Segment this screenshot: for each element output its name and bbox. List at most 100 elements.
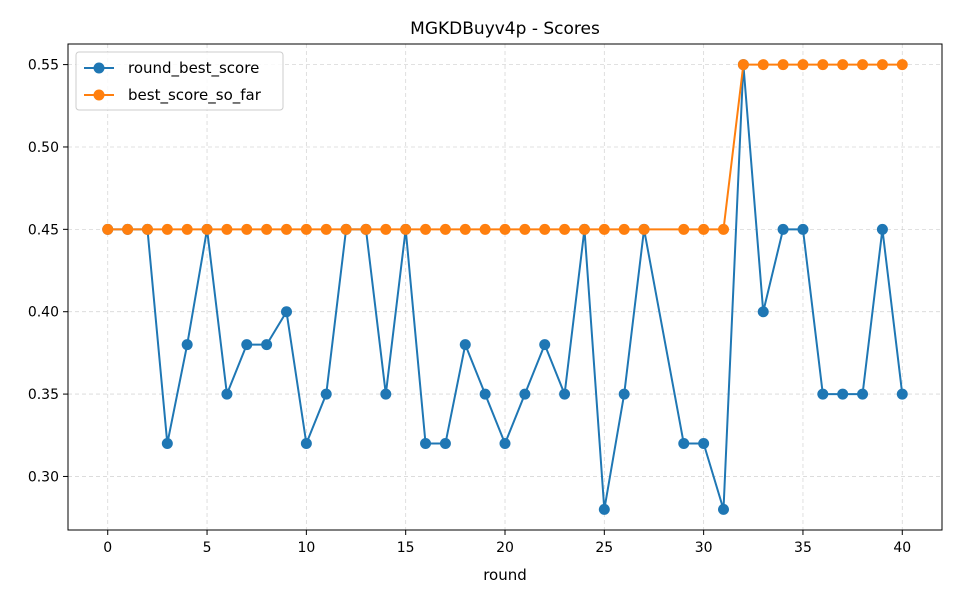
legend: round_best_score best_score_so_far bbox=[75, 51, 284, 111]
data-point bbox=[618, 388, 630, 400]
data-point bbox=[718, 223, 729, 235]
data-point bbox=[876, 223, 888, 235]
series-line bbox=[107, 63, 903, 231]
data-point bbox=[181, 339, 193, 351]
data-point bbox=[857, 59, 869, 71]
data-point bbox=[519, 388, 531, 400]
x-tick-label: 0 bbox=[103, 540, 112, 556]
data-point bbox=[261, 339, 273, 351]
series-best-score-so-far bbox=[102, 59, 908, 235]
data-point bbox=[499, 223, 511, 235]
data-point bbox=[678, 438, 690, 450]
y-tick-label: 0.45 bbox=[28, 222, 59, 238]
data-point bbox=[698, 438, 710, 450]
data-point bbox=[499, 438, 511, 450]
data-point bbox=[261, 223, 273, 235]
data-point bbox=[837, 59, 849, 71]
data-point bbox=[439, 223, 451, 235]
legend-entry: round_best_score bbox=[84, 59, 259, 78]
x-tick-label: 5 bbox=[203, 540, 212, 556]
x-tick-label: 10 bbox=[297, 540, 315, 556]
data-point bbox=[797, 223, 809, 235]
data-point bbox=[896, 388, 908, 400]
x-tick-label: 40 bbox=[893, 540, 911, 556]
data-point bbox=[420, 223, 432, 235]
data-point bbox=[300, 438, 312, 450]
data-point bbox=[380, 223, 392, 235]
data-point bbox=[559, 388, 571, 400]
data-point bbox=[757, 306, 769, 318]
data-point bbox=[459, 223, 471, 235]
legend-label: best_score_so_far bbox=[128, 86, 262, 105]
data-point bbox=[598, 223, 610, 235]
data-point bbox=[161, 438, 173, 450]
y-tick-label: 0.50 bbox=[28, 140, 59, 156]
data-point bbox=[320, 223, 332, 235]
data-point bbox=[896, 59, 908, 71]
data-point bbox=[638, 223, 650, 235]
data-point bbox=[479, 223, 491, 235]
data-point bbox=[221, 388, 233, 400]
data-point bbox=[161, 223, 173, 235]
data-point bbox=[102, 223, 114, 235]
data-point bbox=[201, 223, 213, 235]
data-point bbox=[817, 59, 829, 71]
data-point bbox=[281, 306, 292, 318]
x-tick-label: 20 bbox=[496, 540, 514, 556]
legend-box bbox=[75, 51, 284, 111]
data-point bbox=[876, 59, 888, 71]
x-tick-label: 25 bbox=[595, 540, 613, 556]
data-point bbox=[698, 223, 710, 235]
data-point bbox=[539, 223, 551, 235]
data-point bbox=[340, 223, 352, 235]
series-layer bbox=[102, 59, 908, 515]
data-point bbox=[241, 223, 253, 235]
data-point bbox=[519, 223, 531, 235]
data-point bbox=[777, 223, 789, 235]
legend-marker bbox=[93, 62, 105, 74]
y-axis: 0.30 0.35 0.40 0.45 0.50 0.55 bbox=[28, 58, 68, 485]
data-point bbox=[479, 388, 491, 400]
data-point bbox=[122, 223, 134, 235]
data-point bbox=[241, 339, 253, 351]
data-point bbox=[578, 223, 590, 235]
data-point bbox=[221, 223, 233, 235]
data-point bbox=[777, 59, 789, 71]
y-tick-label: 0.35 bbox=[28, 387, 59, 403]
data-point bbox=[797, 59, 809, 71]
x-tick-label: 35 bbox=[794, 540, 812, 556]
data-point bbox=[857, 388, 869, 400]
data-point bbox=[380, 388, 392, 400]
legend-label: round_best_score bbox=[128, 59, 259, 78]
data-point bbox=[439, 438, 451, 450]
y-tick-label: 0.30 bbox=[28, 469, 59, 485]
data-point bbox=[281, 223, 292, 235]
data-point bbox=[618, 223, 630, 235]
y-tick-label: 0.55 bbox=[28, 58, 59, 74]
data-point bbox=[718, 503, 729, 515]
legend-entries: round_best_score best_score_so_far bbox=[84, 59, 262, 105]
data-point bbox=[757, 59, 769, 71]
x-tick-label: 15 bbox=[397, 540, 415, 556]
data-point bbox=[817, 388, 829, 400]
x-tick-label: 30 bbox=[695, 540, 713, 556]
legend-marker bbox=[93, 89, 105, 101]
legend-entry: best_score_so_far bbox=[84, 86, 262, 105]
data-point bbox=[598, 503, 610, 515]
y-tick-label: 0.40 bbox=[28, 305, 59, 321]
data-point bbox=[320, 388, 332, 400]
data-point bbox=[141, 223, 153, 235]
data-point bbox=[400, 223, 412, 235]
x-axis: 0 5 10 15 20 25 30 35 40 bbox=[103, 530, 911, 556]
chart-title: MGKDBuyv4p - Scores bbox=[410, 19, 600, 39]
data-point bbox=[181, 223, 193, 235]
data-point bbox=[737, 59, 749, 71]
data-point bbox=[559, 223, 571, 235]
data-point bbox=[539, 339, 551, 351]
series-round-best-score bbox=[102, 59, 908, 515]
series-line bbox=[107, 63, 904, 511]
data-point bbox=[459, 339, 471, 351]
x-axis-label: round bbox=[483, 566, 527, 584]
